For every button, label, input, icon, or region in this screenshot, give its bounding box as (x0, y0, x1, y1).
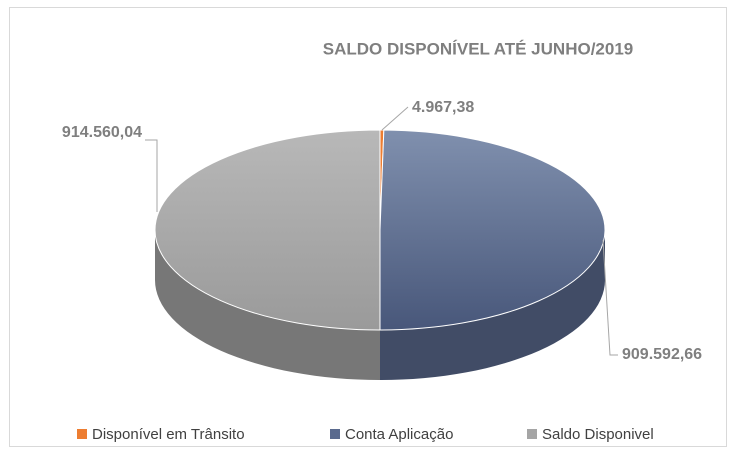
legend-swatch (77, 429, 87, 439)
legend-swatch (330, 429, 340, 439)
legend-label: Saldo Disponivel (542, 426, 654, 443)
chart-title: SALDO DISPONÍVEL ATÉ JUNHO/2019 (323, 39, 633, 58)
leader-line (145, 139, 158, 212)
pie (154, 129, 606, 380)
slice (379, 129, 606, 331)
legend: Disponível em Trânsito Conta Aplicação Sal… (77, 426, 654, 443)
leader-line (602, 239, 618, 356)
slice (154, 129, 381, 331)
leader-line (381, 106, 409, 131)
legend-label: Conta Aplicação (345, 426, 453, 443)
legend-swatch (527, 429, 537, 439)
legend-label: Disponível em Trânsito (92, 426, 245, 443)
value-label: 914.560,04 (62, 124, 142, 141)
value-label: 4.967,38 (412, 99, 474, 116)
slice-side (155, 230, 380, 380)
value-label: 909.592,66 (622, 346, 702, 363)
slice-side (380, 230, 605, 380)
